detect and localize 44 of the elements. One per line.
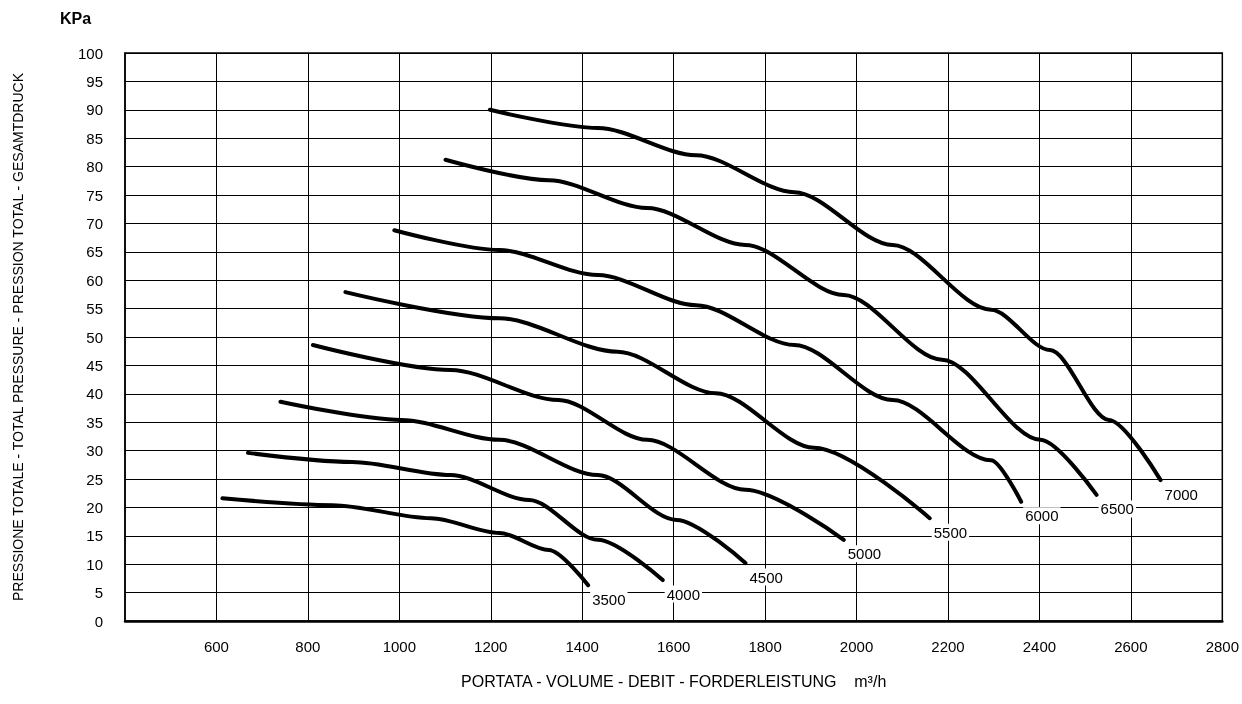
x-tick-label: 1400 — [565, 638, 599, 655]
y-tick-label: 0 — [94, 612, 103, 630]
y-tick-label: 75 — [86, 186, 103, 204]
y-tick-label: 60 — [86, 271, 103, 289]
x-tick-label: 2800 — [1205, 638, 1239, 655]
series-label: 7000 — [1164, 485, 1198, 503]
series-label: 5000 — [847, 545, 882, 563]
y-tick-label: 45 — [86, 356, 103, 374]
y-tick-label: 100 — [77, 44, 103, 62]
y-tick-label: 35 — [86, 413, 103, 431]
y-tick-label: 25 — [86, 470, 103, 488]
y-axis-title: PRESSIONE TOTALE - TOTAL PRESSURE - PRESSION TOTAL - GESAMTDRUCK — [10, 72, 26, 601]
y-tick-label: 55 — [86, 300, 103, 318]
y-tick-label: 50 — [86, 328, 103, 346]
y-tick-label: 20 — [86, 498, 103, 516]
y-tick-label: 30 — [86, 442, 103, 460]
series-label: 3500 — [592, 590, 626, 608]
x-tick-label: 2000 — [839, 638, 874, 655]
y-tick-label: 70 — [86, 214, 103, 232]
text: KPa — [60, 9, 92, 27]
x-tick-label: 800 — [295, 638, 321, 655]
x-tick-label: 1000 — [382, 638, 417, 655]
x-tick-label: 1200 — [474, 638, 508, 655]
x-tick-label: 2400 — [1022, 638, 1057, 655]
x-tick-label: 1800 — [748, 638, 782, 655]
series-label: 6500 — [1100, 500, 1134, 518]
x-tick-label: 1600 — [656, 638, 691, 655]
y-tick-label: 80 — [86, 158, 103, 176]
series-label: 4000 — [666, 585, 701, 603]
x-tick-label: 2200 — [931, 638, 965, 655]
y-tick-label: 40 — [86, 385, 103, 403]
series-label: 5500 — [933, 523, 968, 541]
y-tick-label: 90 — [86, 101, 103, 119]
y-tick-label: 85 — [86, 129, 103, 147]
series-label: 6000 — [1025, 507, 1059, 525]
y-tick-label: 15 — [86, 527, 103, 545]
x-tick-label: 600 — [203, 638, 229, 655]
x-tick-label: 2600 — [1114, 638, 1148, 655]
y-tick-label: 95 — [86, 72, 103, 90]
y-tick-label: 5 — [94, 584, 103, 602]
x-axis-title: PORTATA - VOLUME - DEBIT - FORDERLEISTUNG m³/h — [461, 672, 887, 690]
y-tick-label: 10 — [86, 555, 103, 573]
y-tick-label: 65 — [86, 243, 103, 261]
series-label: 4500 — [749, 568, 783, 586]
